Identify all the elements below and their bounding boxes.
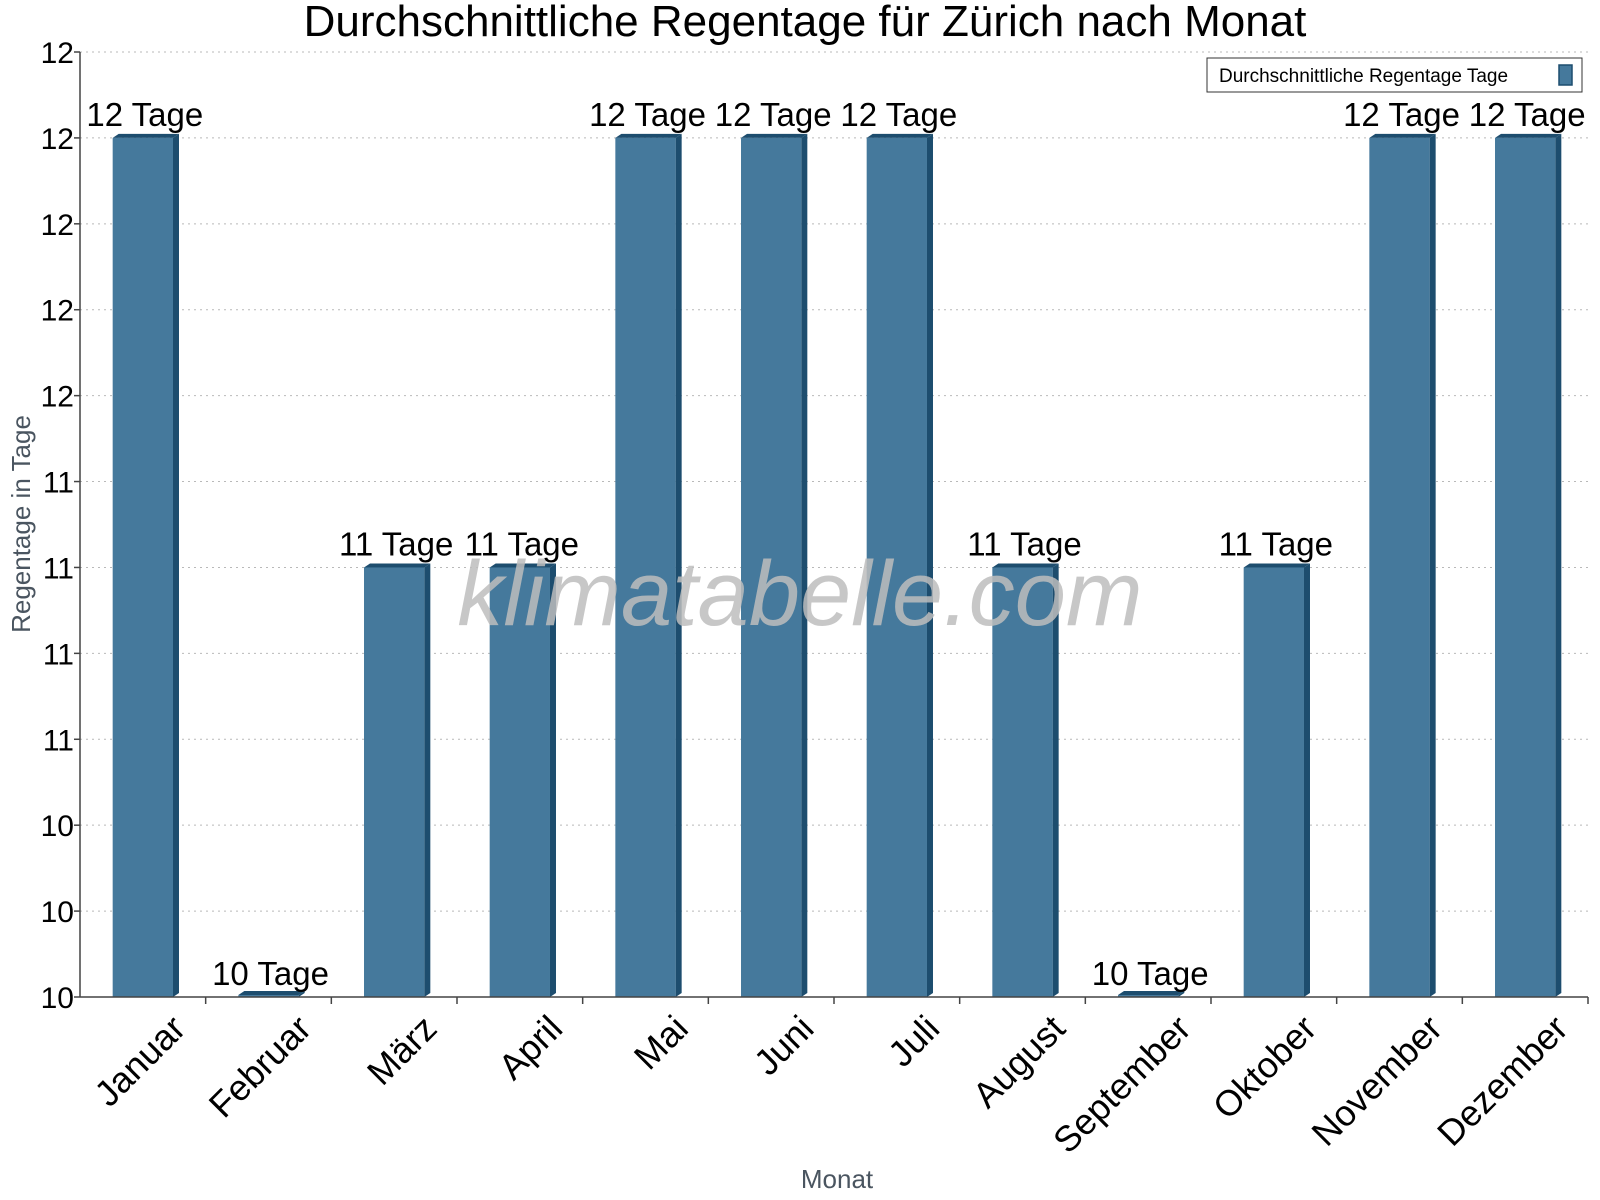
bar xyxy=(238,991,305,997)
y-tick-label: 12 xyxy=(41,381,74,414)
bar-top xyxy=(238,991,305,995)
bar xyxy=(741,133,808,998)
bar-side xyxy=(1178,991,1185,997)
y-tick-label: 11 xyxy=(43,467,74,500)
bar-top xyxy=(1495,133,1562,138)
y-tick-label: 12 xyxy=(41,37,74,70)
y-tick-labels: 10 10 10 11 11 11 11 12 12 12 12 12 xyxy=(41,37,80,1015)
bar-side xyxy=(549,563,556,997)
data-label: 10 Tage xyxy=(1092,955,1209,992)
y-tick-label: 12 xyxy=(41,209,74,242)
x-tick-label: Mai xyxy=(626,1007,696,1077)
bar-front xyxy=(112,137,173,998)
bar-front xyxy=(1243,567,1304,997)
bar-top xyxy=(112,133,179,138)
data-label: 12 Tage xyxy=(1343,96,1460,133)
bar-side xyxy=(801,133,808,998)
legend-swatch xyxy=(1558,64,1573,86)
grid-lines xyxy=(80,51,1588,912)
bar-front xyxy=(615,137,676,998)
data-label: 12 Tage xyxy=(715,96,832,133)
legend-box xyxy=(1206,57,1583,93)
y-tick-label: 10 xyxy=(41,896,74,929)
bar-top xyxy=(741,133,808,138)
bar-top xyxy=(866,133,933,138)
y-tick-label: 11 xyxy=(43,638,74,671)
bar-front xyxy=(866,137,927,998)
x-tick-label: September xyxy=(1045,1007,1199,1161)
bar-front xyxy=(238,995,299,997)
data-label: 11 Tage xyxy=(465,525,579,562)
data-label: 11 Tage xyxy=(967,525,1081,562)
bar-side xyxy=(1555,133,1562,998)
y-tick-label: 11 xyxy=(43,552,74,585)
bar xyxy=(364,563,431,997)
data-label: 12 Tage xyxy=(1469,96,1586,133)
y-tick-label: 12 xyxy=(41,123,74,156)
x-tick-label: April xyxy=(490,1007,570,1087)
x-tick-label: Januar xyxy=(86,1007,193,1114)
data-label: 12 Tage xyxy=(86,96,203,133)
x-tick-label: Oktober xyxy=(1205,1007,1325,1127)
data-label: 12 Tage xyxy=(840,96,957,133)
bar xyxy=(1243,563,1310,997)
bar-top xyxy=(615,133,682,138)
bar-side xyxy=(926,133,933,998)
bars xyxy=(112,133,1562,998)
bar-side xyxy=(424,563,431,997)
bar-side xyxy=(675,133,682,998)
bar xyxy=(1118,991,1185,997)
bar xyxy=(1495,133,1562,998)
bar-front xyxy=(364,567,425,997)
bar-side xyxy=(1303,563,1310,997)
x-axis-title: Monat xyxy=(801,1164,874,1194)
bar-front xyxy=(992,567,1053,997)
bar xyxy=(1369,133,1436,998)
bar xyxy=(112,133,179,998)
bar xyxy=(866,133,933,998)
bar-front xyxy=(1495,137,1556,998)
x-tick-label: November xyxy=(1303,1007,1449,1153)
y-tick-label: 11 xyxy=(43,724,74,757)
y-tick-label: 10 xyxy=(41,982,74,1015)
bar xyxy=(489,563,556,997)
bar-top xyxy=(1369,133,1436,138)
bar-top xyxy=(489,563,556,568)
data-label: 10 Tage xyxy=(212,955,329,992)
x-tick-label: Juli xyxy=(880,1007,947,1074)
axes xyxy=(79,52,1588,998)
bar-side xyxy=(1052,563,1059,997)
data-label: 12 Tage xyxy=(589,96,706,133)
bar-front xyxy=(741,137,802,998)
bar xyxy=(615,133,682,998)
bar-front xyxy=(489,567,550,997)
bar xyxy=(992,563,1059,997)
bar-top xyxy=(1243,563,1310,568)
bar-top xyxy=(992,563,1059,568)
y-tick-label: 12 xyxy=(41,295,74,328)
y-tick-label: 10 xyxy=(41,810,74,843)
data-label: 11 Tage xyxy=(1219,525,1333,562)
bar-front xyxy=(1118,995,1179,997)
bar-top xyxy=(1118,991,1185,995)
x-tick-label: Juni xyxy=(746,1007,822,1083)
legend-label: Durchschnittliche Regentage Tage xyxy=(1219,66,1508,87)
chart-title: Durchschnittliche Regentage für Zürich n… xyxy=(304,0,1307,46)
x-tick-label: März xyxy=(359,1007,445,1093)
x-tick-label: Dezember xyxy=(1429,1007,1575,1153)
bar-side xyxy=(298,991,305,997)
bar-top xyxy=(364,563,431,568)
bar-side xyxy=(1429,133,1436,998)
bar-front xyxy=(1369,137,1430,998)
x-tick-labels: Januar Februar März April Mai Juni Juli AugustS… xyxy=(86,997,1589,1161)
legend: Durchschnittliche Regentage Tage xyxy=(1206,57,1583,93)
x-tick-label: Februar xyxy=(201,1007,319,1125)
y-axis-title: Regentage in Tage xyxy=(6,415,36,633)
watermark: klimatabelle.com xyxy=(457,543,1142,645)
data-label: 11 Tage xyxy=(339,525,453,562)
bar-side xyxy=(172,133,179,998)
x-tick-label: August xyxy=(965,1007,1073,1115)
